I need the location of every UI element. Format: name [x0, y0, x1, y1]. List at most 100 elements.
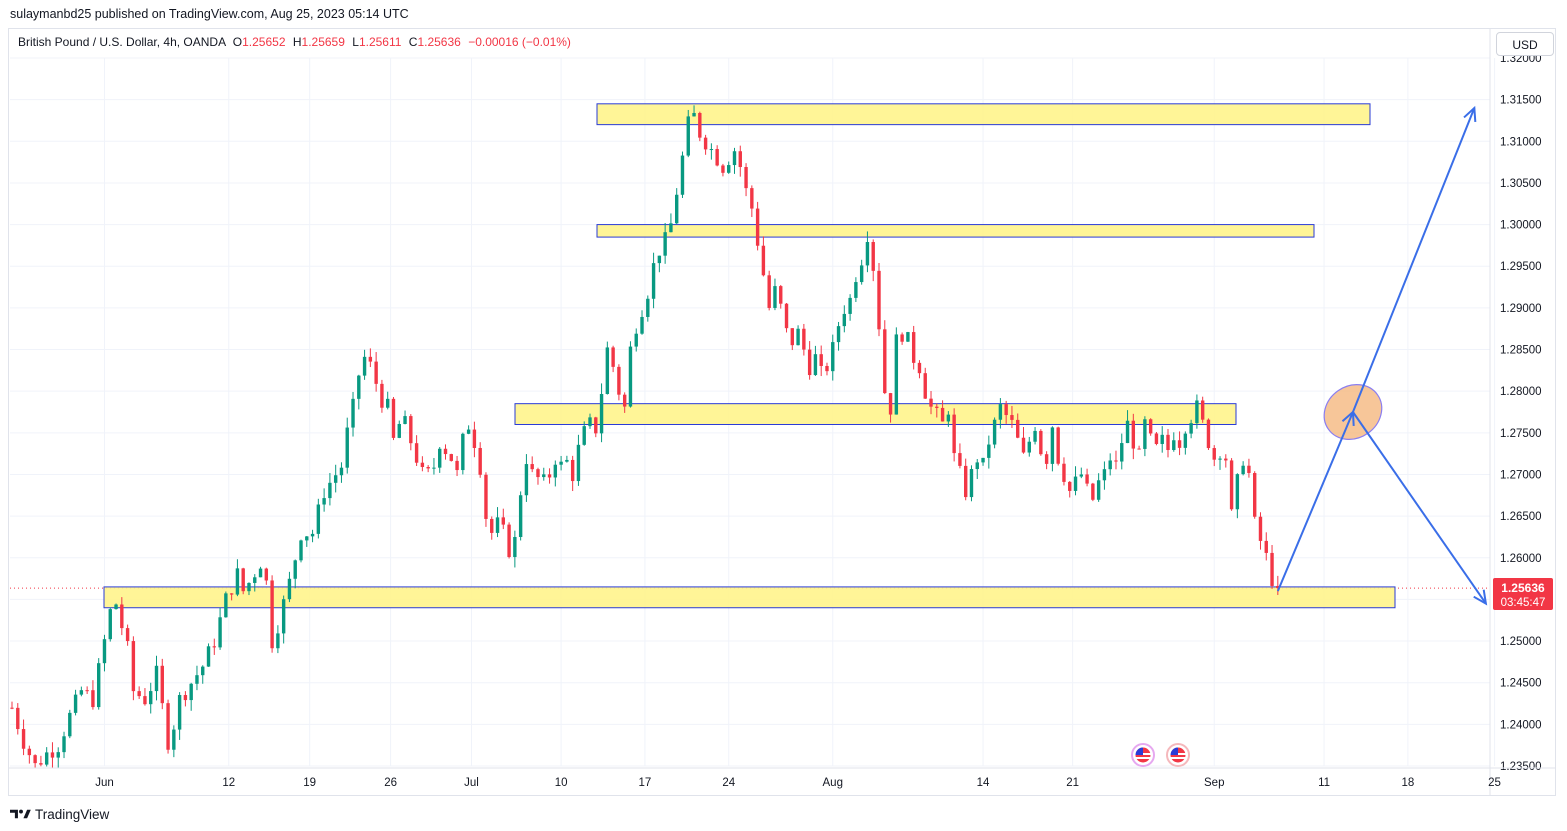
candle-body [998, 404, 1003, 420]
candle [316, 498, 321, 539]
close-value: 1.25636 [417, 35, 461, 49]
candle [397, 420, 401, 439]
tradingview-brand[interactable]: TradingView [10, 804, 109, 824]
candle [44, 747, 49, 767]
candle-body [39, 763, 43, 765]
candle [409, 414, 413, 451]
candle [969, 465, 974, 502]
candle-body [328, 482, 332, 499]
candle [1050, 426, 1055, 472]
candle-body [1079, 474, 1083, 477]
candle-body [501, 517, 505, 525]
candle [1085, 468, 1089, 487]
candle-body [414, 443, 419, 463]
candle-body [865, 242, 870, 266]
price-tick-label: 1.30000 [1500, 220, 1542, 232]
candle-body [50, 752, 55, 758]
candle-body [1096, 480, 1101, 500]
candle-body [987, 444, 991, 458]
candle-body [1177, 440, 1182, 448]
candle-body [692, 112, 696, 117]
candle-body [738, 151, 742, 168]
time-tick-label: Jul [464, 777, 479, 789]
candle [172, 725, 176, 758]
candle [1073, 466, 1078, 496]
candle [195, 665, 199, 691]
candle [472, 421, 477, 458]
candle [900, 332, 904, 345]
candle-body [1137, 448, 1141, 450]
candle [160, 658, 164, 710]
candle [929, 390, 933, 415]
candle-body [836, 326, 841, 343]
candle [1270, 545, 1274, 589]
candle [698, 111, 702, 142]
price-tick-label: 1.32000 [1500, 53, 1542, 65]
price-tick-label: 1.29500 [1500, 261, 1542, 273]
candle [374, 352, 378, 392]
candle [524, 454, 529, 502]
candle [241, 567, 245, 595]
candle [258, 566, 263, 578]
candle [1160, 426, 1164, 453]
candle-body [680, 155, 685, 195]
candle [767, 270, 771, 311]
candle [854, 277, 858, 303]
candle-body [1212, 448, 1216, 460]
candle-body [397, 423, 401, 438]
candle [946, 411, 951, 427]
candle [368, 348, 373, 368]
candle-body [1085, 474, 1089, 484]
candle [703, 134, 708, 155]
candle [906, 331, 910, 342]
projection-line [1276, 411, 1354, 592]
candle [16, 703, 20, 735]
candle [807, 341, 812, 380]
candle [1206, 418, 1211, 450]
candle-body [651, 263, 656, 299]
candle [322, 488, 326, 512]
candle [461, 432, 465, 475]
candle-body [131, 641, 136, 692]
candle [1177, 431, 1182, 456]
time-axis: Jun 12 19 26 Jul 10 17 24 Aug 14 21 Sep 11 18 25 [8, 767, 1556, 789]
candle-body [120, 604, 124, 629]
candle-body [767, 275, 771, 308]
candle [518, 491, 523, 541]
candle [611, 345, 615, 373]
candle [56, 747, 60, 768]
candle [542, 467, 546, 481]
candle-body [137, 691, 141, 697]
price-tick-label: 1.30500 [1500, 178, 1542, 190]
projection-layer [1276, 105, 1488, 606]
candle [183, 691, 188, 707]
candle [149, 682, 153, 714]
candle-body [495, 517, 500, 533]
low-label: L [352, 35, 359, 49]
candle-body [917, 362, 922, 374]
candle [1154, 432, 1159, 446]
candle [1021, 426, 1026, 454]
candle-body [16, 707, 20, 730]
candle [1137, 445, 1141, 450]
candle [501, 508, 505, 530]
candle [27, 745, 32, 764]
candle [894, 327, 899, 415]
candle-body [438, 448, 442, 468]
candle-body [1062, 463, 1066, 482]
candle-body [426, 466, 430, 469]
currency-button[interactable]: USD [1496, 32, 1554, 56]
candle [865, 231, 870, 273]
candle [784, 302, 789, 333]
candle-body [883, 329, 887, 394]
candle [131, 636, 136, 701]
candle [310, 529, 315, 543]
support-resistance-zone [103, 586, 1396, 609]
time-tick-label: 21 [1066, 777, 1079, 789]
candle [987, 435, 991, 469]
candle [1079, 467, 1083, 479]
candle [761, 236, 766, 277]
candle-body [675, 194, 679, 224]
candle-body [744, 167, 748, 189]
